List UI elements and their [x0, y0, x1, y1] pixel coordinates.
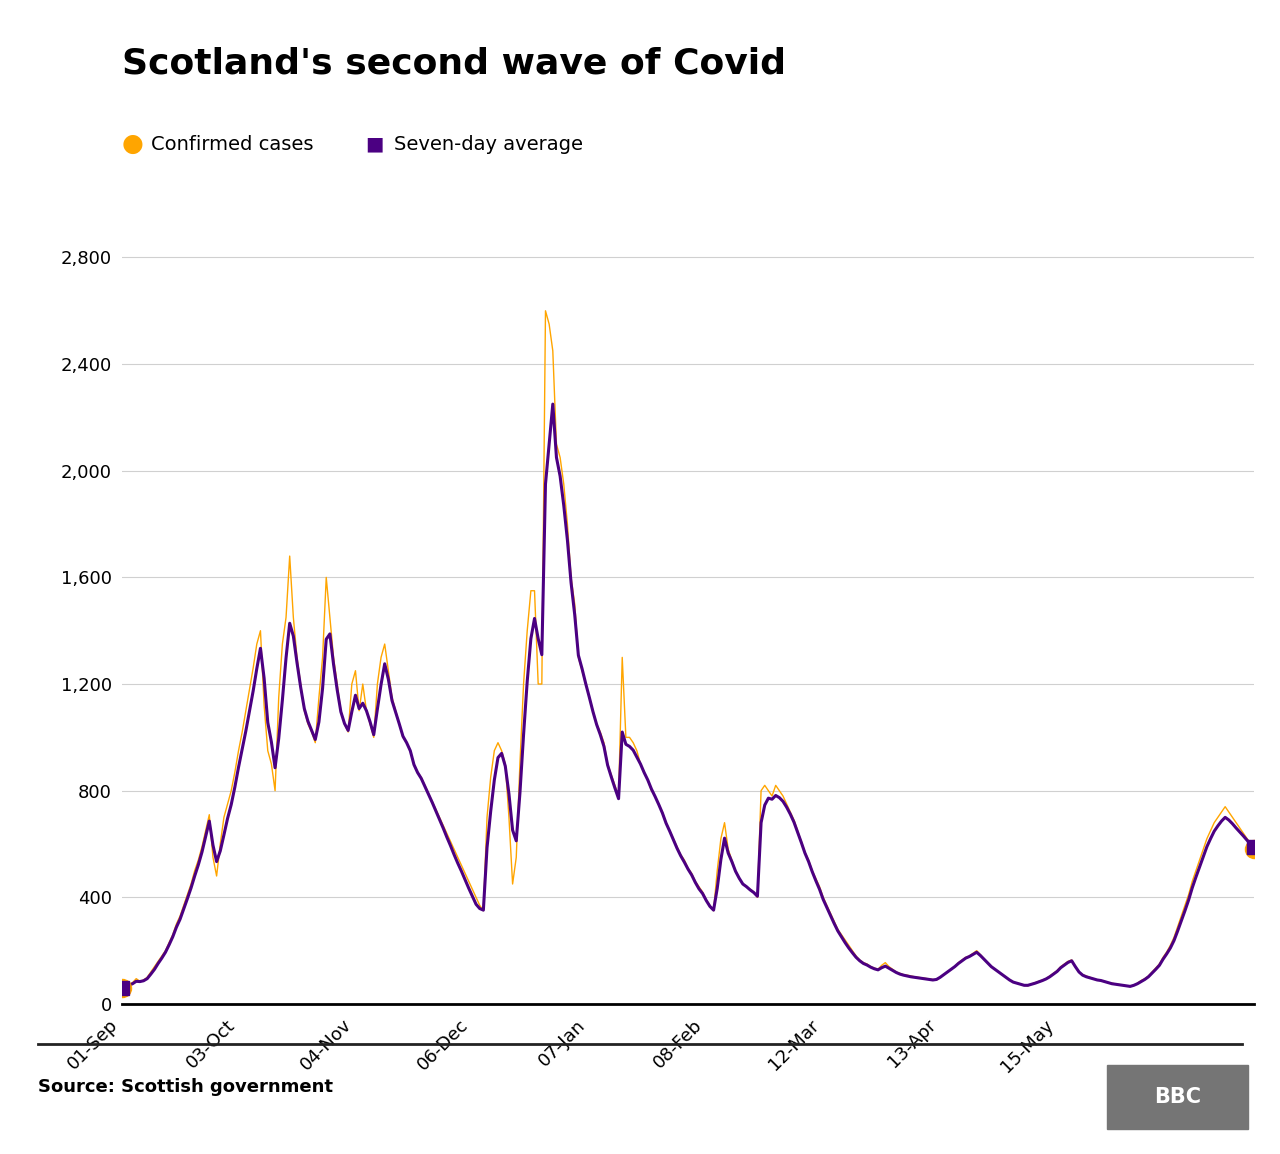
- Text: Scotland's second wave of Covid: Scotland's second wave of Covid: [122, 46, 786, 80]
- Text: Confirmed cases: Confirmed cases: [151, 135, 314, 153]
- Text: ●: ●: [122, 133, 143, 156]
- Text: BBC: BBC: [1155, 1087, 1201, 1107]
- Text: ■: ■: [365, 135, 383, 153]
- Text: Source: Scottish government: Source: Scottish government: [38, 1078, 333, 1096]
- Text: Seven-day average: Seven-day average: [394, 135, 584, 153]
